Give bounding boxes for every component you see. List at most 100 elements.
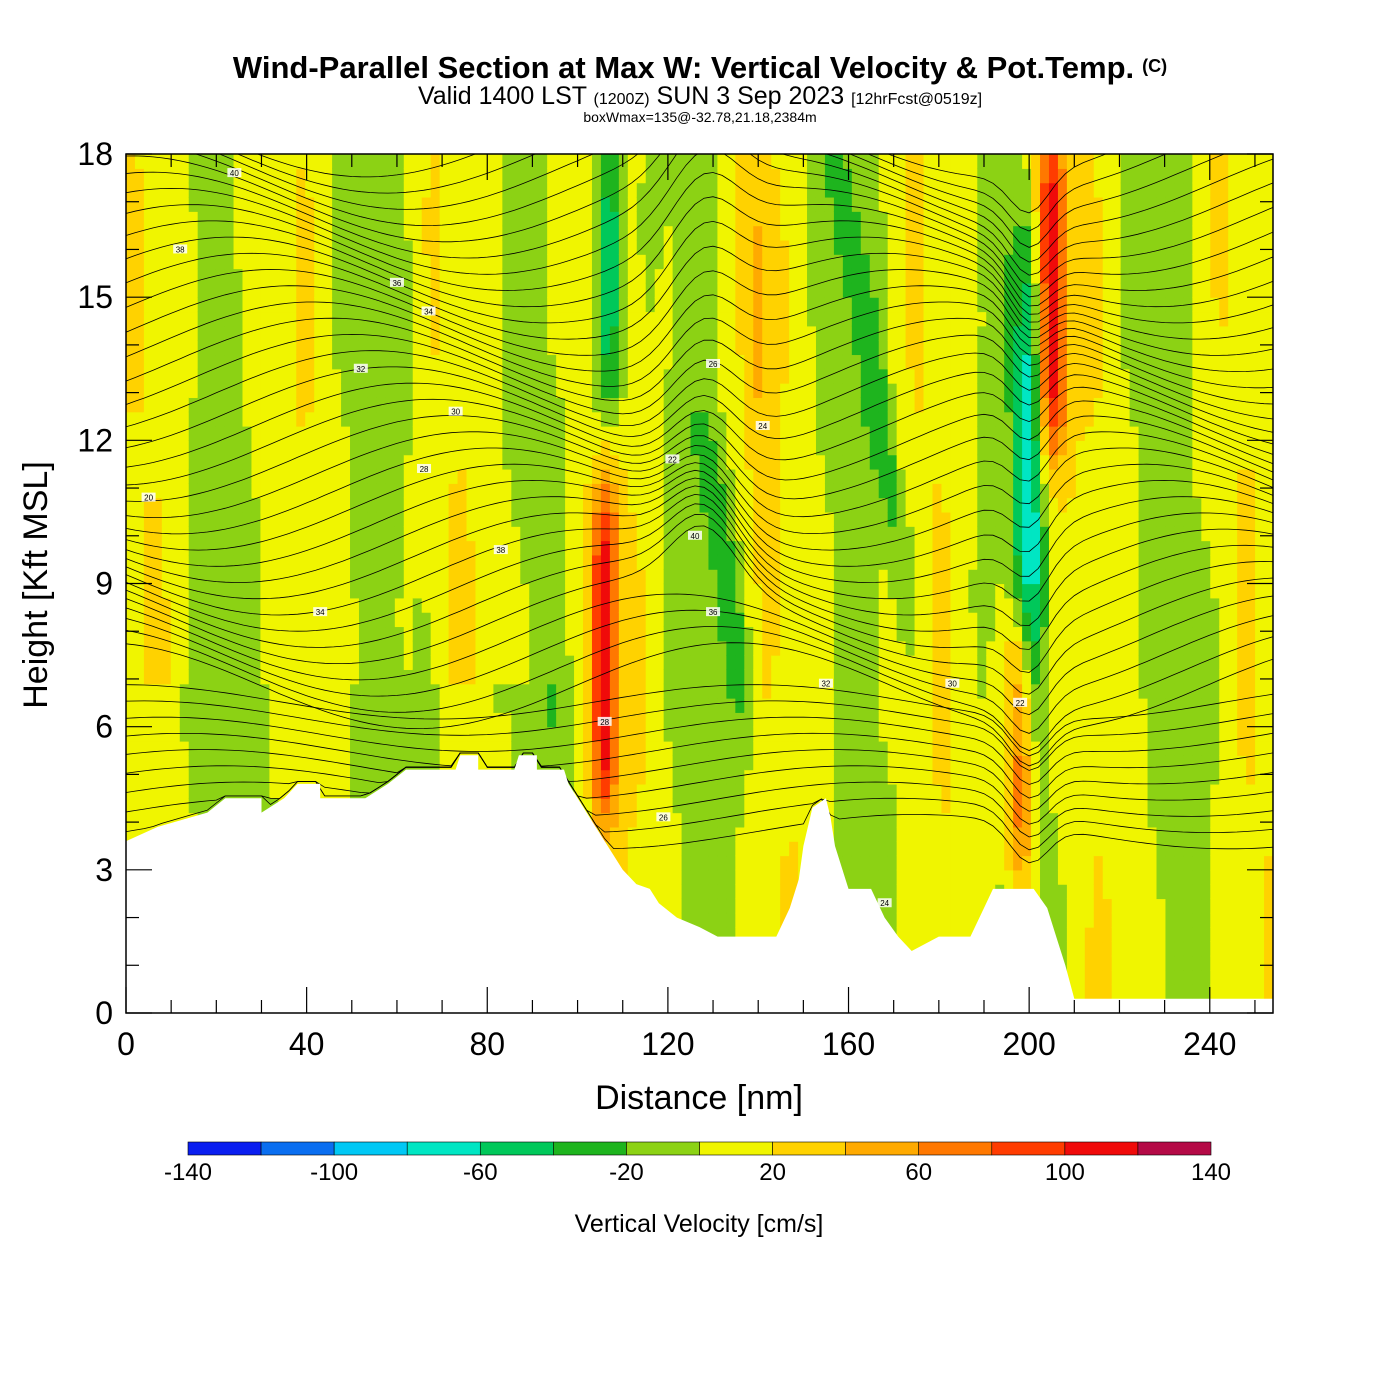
velocity-cell [565, 468, 575, 484]
velocity-cell [744, 297, 754, 313]
velocity-cell [376, 640, 387, 656]
velocity-cell [341, 368, 351, 384]
velocity-cell [771, 655, 781, 670]
velocity-cell [663, 340, 674, 356]
velocity-cell [215, 468, 226, 484]
velocity-cell [385, 354, 396, 370]
velocity-cell [771, 612, 781, 628]
velocity-cell [627, 569, 638, 585]
velocity-cell [412, 454, 423, 470]
velocity-cell [341, 712, 351, 728]
velocity-cell [762, 655, 772, 670]
velocity-cell [126, 755, 136, 771]
velocity-cell [233, 583, 244, 599]
velocity-cell [744, 383, 754, 398]
velocity-cell [600, 812, 611, 828]
velocity-cell [583, 655, 593, 670]
velocity-cell [556, 354, 566, 370]
velocity-cell [672, 569, 683, 585]
velocity-cell [815, 597, 826, 613]
velocity-cell [708, 211, 719, 227]
velocity-cell [466, 411, 477, 427]
velocity-cell [690, 554, 701, 570]
velocity-cell [860, 397, 871, 413]
velocity-cell [493, 483, 503, 499]
velocity-cell [376, 426, 387, 441]
velocity-cell [511, 597, 521, 613]
velocity-cell [215, 497, 226, 513]
velocity-cell [466, 354, 477, 370]
velocity-cell [251, 311, 262, 327]
velocity-cell [583, 597, 593, 613]
velocity-cell [520, 483, 530, 499]
velocity-cell [735, 182, 745, 198]
velocity-cell [654, 783, 665, 799]
velocity-cell [547, 740, 557, 756]
velocity-cell [170, 354, 181, 370]
velocity-cell [305, 454, 315, 470]
velocity-cell [233, 239, 244, 255]
velocity-cell [672, 540, 683, 556]
velocity-cell [565, 282, 575, 298]
velocity-cell [699, 325, 710, 341]
velocity-cell [188, 497, 199, 513]
velocity-cell [457, 196, 468, 212]
velocity-cell [645, 354, 656, 370]
velocity-cell [520, 597, 530, 613]
velocity-cell [744, 454, 754, 470]
velocity-cell [215, 755, 226, 771]
velocity-cell [583, 783, 593, 799]
velocity-cell [645, 669, 656, 685]
velocity-cell [152, 168, 163, 184]
velocity-cell [179, 583, 190, 599]
velocity-cell [842, 411, 853, 427]
velocity-cell [457, 726, 468, 742]
velocity-cell [717, 669, 727, 685]
velocity-cell [296, 268, 306, 284]
velocity-cell [780, 168, 790, 184]
velocity-cell [143, 783, 154, 799]
velocity-cell [860, 154, 871, 169]
velocity-cell [376, 583, 387, 599]
velocity-cell [842, 540, 853, 556]
velocity-cell [484, 740, 494, 756]
velocity-cell [565, 168, 575, 184]
velocity-cell [376, 211, 387, 227]
velocity-cell [663, 297, 674, 313]
velocity-cell [609, 726, 620, 742]
velocity-cell [583, 225, 593, 241]
velocity-cell [762, 726, 772, 742]
velocity-cell [457, 440, 468, 456]
velocity-cell [574, 468, 584, 484]
velocity-cell [690, 411, 701, 427]
velocity-cell [663, 554, 674, 570]
velocity-cell [789, 468, 799, 484]
velocity-cell [215, 368, 226, 384]
velocity-cell [251, 655, 262, 670]
velocity-cell [744, 783, 754, 799]
velocity-cell [484, 383, 494, 398]
velocity-cell [654, 268, 665, 284]
velocity-cell [188, 440, 199, 456]
velocity-cell [654, 468, 665, 484]
velocity-cell [771, 812, 781, 828]
velocity-cell [430, 669, 441, 685]
velocity-cell [421, 325, 432, 341]
velocity-cell [126, 211, 136, 227]
velocity-cell [143, 368, 154, 384]
velocity-cell [717, 569, 727, 585]
velocity-cell [556, 325, 566, 341]
velocity-cell [833, 211, 844, 227]
velocity-cell [224, 268, 235, 284]
velocity-cell [618, 282, 629, 298]
velocity-cell [358, 397, 369, 413]
velocity-cell [529, 254, 539, 270]
velocity-cell [376, 311, 387, 327]
velocity-cell [717, 612, 727, 628]
velocity-cell [744, 712, 754, 728]
velocity-cell [708, 311, 719, 327]
velocity-cell [690, 740, 701, 756]
velocity-cell [851, 440, 862, 456]
velocity-cell [188, 225, 199, 241]
velocity-cell [735, 597, 745, 613]
